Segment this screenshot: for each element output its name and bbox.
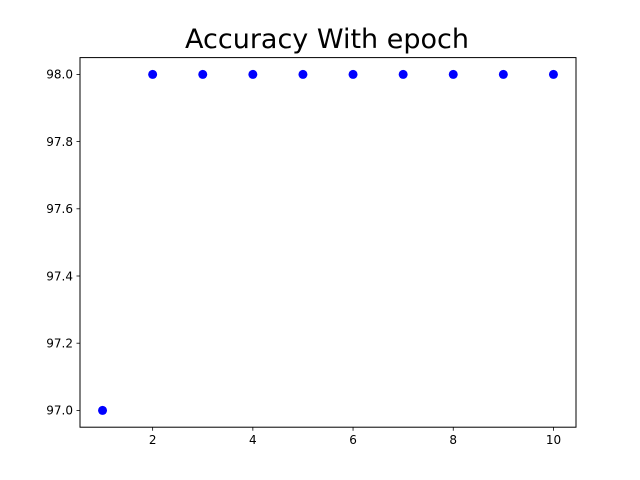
data-point	[448, 69, 458, 79]
x-tick-label: 4	[249, 433, 257, 447]
data-point	[198, 69, 208, 79]
data-point	[298, 69, 308, 79]
x-tick-label: 10	[546, 433, 561, 447]
y-tick-label: 97.6	[46, 202, 73, 216]
x-axis: 2 4 6 8 10	[149, 427, 561, 447]
data-point	[398, 69, 408, 79]
data-point	[248, 69, 258, 79]
data-point	[148, 69, 158, 79]
y-tick-label: 97.8	[46, 135, 73, 149]
y-tick-label: 97.4	[46, 269, 73, 283]
y-tick-label: 97.0	[46, 404, 73, 418]
data-point	[98, 405, 108, 415]
y-tick-label: 98.0	[46, 68, 73, 82]
x-tick-label: 8	[449, 433, 457, 447]
data-point	[498, 69, 508, 79]
x-tick-label: 2	[149, 433, 157, 447]
plot-area	[79, 57, 577, 428]
data-point	[548, 69, 558, 79]
y-axis: 97.0 97.2 97.4 97.6 97.8 98.0	[46, 68, 80, 418]
y-tick-label: 97.2	[46, 337, 73, 351]
x-tick-label: 6	[349, 433, 357, 447]
data-points	[98, 69, 558, 415]
chart-title: Accuracy With epoch	[185, 24, 469, 55]
data-point	[348, 69, 358, 79]
